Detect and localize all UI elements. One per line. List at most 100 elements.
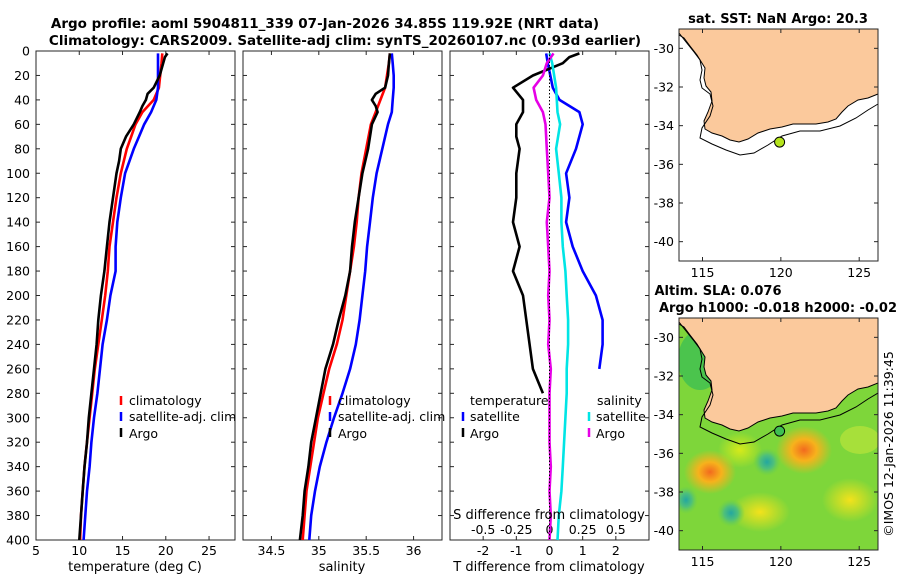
legend-climatology-label: climatology — [338, 393, 411, 408]
sla-eddy-teal-west — [674, 486, 698, 514]
sla-map-title-line1: Altim. SLA: 0.076 — [655, 284, 782, 299]
y-tick-label: 140 — [6, 215, 30, 230]
series-line-t-satellite — [546, 53, 602, 369]
x-tick-label: 2 — [612, 543, 620, 558]
legend-t-argo-label: Argo — [470, 426, 499, 441]
temperature-legend: climatology satellite-adj. clim Argo — [121, 393, 236, 441]
map-y-tick-label: -30 — [654, 41, 674, 56]
map-y-tick-label: -34 — [654, 407, 674, 422]
y-tick-label: 160 — [6, 239, 30, 254]
salinity-lines — [300, 53, 394, 540]
x-tick-label: -1 — [510, 543, 522, 558]
difference-top-xlabel: S difference from climatology — [453, 508, 645, 523]
legend-climatology-label: climatology — [129, 393, 202, 408]
legend-satellite-label: satellite-adj. clim — [338, 409, 445, 424]
map-y-tick-label: -32 — [654, 369, 674, 384]
y-tick-label: 80 — [14, 141, 30, 156]
map-y-tick-label: -34 — [654, 118, 674, 133]
y-tick-label: 200 — [6, 288, 30, 303]
sst-map-argo-marker — [775, 137, 785, 147]
map-y-tick-label: -40 — [654, 234, 674, 249]
legend-s-satellite-label: satellite — [596, 409, 646, 424]
sla-eddy-teal-south — [717, 499, 745, 527]
map-x-tick-label: 115 — [691, 265, 715, 280]
series-line-s-satellite — [550, 53, 569, 540]
difference-lines — [513, 53, 603, 540]
figure-title-line1: Argo profile: aoml 5904811_339 07-Jan-20… — [51, 16, 599, 32]
x-tick-label: -2 — [477, 543, 489, 558]
salinity-xlabel: salinity — [319, 560, 366, 575]
top-x-tick-label: -0.5 — [471, 522, 495, 537]
x-tick-label: 1 — [579, 543, 587, 558]
map-y-tick-label: -32 — [654, 80, 674, 95]
x-tick-label: 20 — [158, 543, 174, 558]
series-line-satellite-adj-clim — [84, 53, 158, 540]
map-x-tick-label: 125 — [847, 554, 871, 569]
y-tick-label: 120 — [6, 190, 30, 205]
x-tick-label: 5 — [32, 543, 40, 558]
figure-title-line2: Climatology: CARS2009. Satellite-adj cli… — [49, 33, 641, 49]
map-y-tick-label: -38 — [654, 485, 674, 500]
legend-temperature-title: temperature — [470, 393, 549, 408]
map-y-tick-label: -30 — [654, 330, 674, 345]
difference-legend: temperature satellite Argo salinity sate… — [463, 393, 646, 441]
y-tick-label: 0 — [22, 44, 30, 59]
sla-eddy-pale — [840, 426, 880, 454]
y-tick-label: 220 — [6, 312, 30, 327]
imos-credit: ©IMOS 12-Jan-2026 11:39:45 — [881, 351, 896, 537]
top-x-tick-label: 0.25 — [569, 522, 597, 537]
salinity-legend: climatology satellite-adj. clim Argo — [330, 393, 445, 441]
x-tick-label: 25 — [201, 543, 217, 558]
difference-xlabel: T difference from climatology — [452, 560, 645, 575]
y-tick-label: 400 — [6, 533, 30, 548]
x-tick-label: 34.5 — [258, 543, 286, 558]
series-line-satellite-adj-clim — [309, 53, 393, 540]
sla-eddy-yellow-east — [822, 478, 878, 522]
series-line-argo — [79, 53, 167, 540]
map-x-tick-label: 115 — [691, 554, 715, 569]
temperature-lines — [79, 53, 167, 540]
top-x-tick-label: -0.25 — [500, 522, 532, 537]
y-tick-label: 180 — [6, 264, 30, 279]
series-line-climatology — [80, 53, 162, 540]
sla-eddy-teal-mid — [753, 448, 781, 476]
x-tick-label: 15 — [115, 543, 131, 558]
y-tick-label: 100 — [6, 166, 30, 181]
y-tick-label: 20 — [14, 68, 30, 83]
map-y-tick-label: -36 — [654, 157, 674, 172]
y-tick-label: 280 — [6, 386, 30, 401]
map-x-tick-label: 125 — [847, 265, 871, 280]
x-tick-label: 35 — [311, 543, 327, 558]
temperature-xlabel: temperature (deg C) — [68, 560, 202, 575]
y-tick-label: 60 — [14, 117, 30, 132]
legend-satellite-label: satellite-adj. clim — [129, 409, 236, 424]
sst-map-title: sat. SST: NaN Argo: 20.3 — [688, 12, 868, 27]
map-y-tick-label: -36 — [654, 446, 674, 461]
y-tick-label: 320 — [6, 435, 30, 450]
y-tick-label: 360 — [6, 484, 30, 499]
x-tick-label: 10 — [71, 543, 87, 558]
legend-t-satellite-label: satellite — [470, 409, 520, 424]
map-x-tick-label: 120 — [769, 554, 793, 569]
figure-canvas: Argo profile: aoml 5904811_339 07-Jan-20… — [0, 0, 900, 580]
x-tick-label: 36 — [406, 543, 422, 558]
sla-map-title-line2: Argo h1000: -0.018 h2000: -0.02 — [659, 301, 897, 316]
salinity-axes — [243, 51, 442, 540]
legend-argo-label: Argo — [129, 426, 158, 441]
legend-argo-label: Argo — [338, 426, 367, 441]
map-y-tick-label: -38 — [654, 196, 674, 211]
sla-map-argo-marker — [775, 426, 785, 436]
x-tick-label: 35.5 — [352, 543, 380, 558]
y-tick-label: 240 — [6, 337, 30, 352]
series-line-argo — [300, 53, 390, 540]
y-tick-label: 340 — [6, 459, 30, 474]
legend-s-argo-label: Argo — [596, 426, 625, 441]
top-x-tick-label: 0.5 — [606, 522, 626, 537]
y-tick-label: 40 — [14, 92, 30, 107]
map-y-tick-label: -40 — [654, 523, 674, 538]
y-tick-label: 300 — [6, 410, 30, 425]
figure-root: { "header": { "title_line1": "Argo profi… — [0, 0, 900, 580]
map-x-tick-label: 120 — [769, 265, 793, 280]
legend-salinity-title: salinity — [597, 393, 642, 408]
temperature-ticks: 5 10 15 20 25 0 20 40 60 80 100 120 140 160 180 200 220 2… — [6, 44, 235, 559]
